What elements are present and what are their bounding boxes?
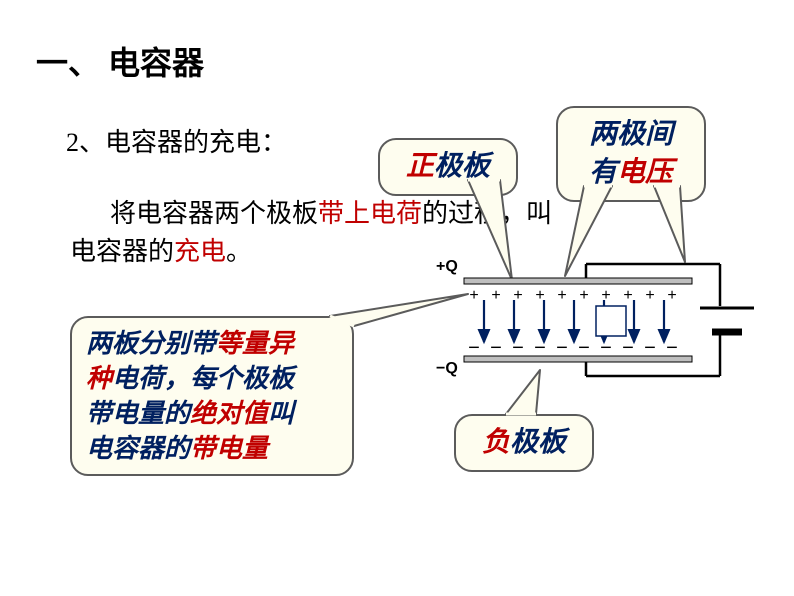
label-minus-q: −Q [436,360,458,378]
bubble-negative-plate: 负极板 [454,414,594,472]
bubble-voltage: 两极间 有电压 [556,106,706,202]
svg-text:+: + [645,287,654,304]
svg-text:+: + [513,287,522,304]
svg-text:+: + [491,287,500,304]
svg-text:+: + [601,287,610,304]
bubble-neg-red: 负 [482,427,510,458]
svg-text:−: − [490,337,502,359]
bq-l4b: 带电量 [190,434,268,463]
svg-text:−: − [622,337,634,359]
svg-text:+: + [667,287,676,304]
svg-text:−: − [644,337,656,359]
body-l1-red: 带上电荷 [318,199,422,228]
bq-l1a: 两板分别带 [86,329,216,358]
bq-l3c: 叫 [268,399,294,428]
svg-text:+: + [623,287,632,304]
body-line-2: 电容器的充电。 [70,232,252,271]
bubble-neg-blue: 极板 [510,427,566,458]
svg-text:+: + [469,287,478,304]
bubble-volt-l1: 两极间 [589,119,673,150]
bubble-pos-blue: 极板 [434,151,490,182]
bubble-pos-red: 正 [406,151,434,182]
bq-l2b: 电荷，每个极板 [112,364,294,393]
svg-text:−: − [666,337,678,359]
label-e-field: E [604,310,617,336]
diagram-svg: + − + − + − + − + − + − + − + − + − + − [0,0,794,596]
bq-l1b: 等量异 [216,329,294,358]
bubble-charge-quantity: 两板分别带等量异 种电荷，每个极板 带电量的绝对值叫 电容器的带电量 [70,316,354,476]
page-title: 一、 电容器 [36,38,204,84]
body-line-1: 将电容器两个极板带上电荷的过程，叫 [110,194,552,233]
svg-text:+: + [557,287,566,304]
body-l2-red: 充电 [174,237,226,266]
svg-text:−: − [578,337,590,359]
bq-l4a: 电容器的 [86,434,190,463]
body-l2-pre: 电容器的 [70,237,174,266]
section-subtitle: 2、电容器的充电： [66,122,287,159]
svg-text:+: + [579,287,588,304]
bq-l3a: 带电量的 [86,399,190,428]
svg-text:−: − [468,337,480,359]
bubble-volt-l2a: 有 [589,157,617,188]
bubble-volt-l2b: 电压 [617,157,673,188]
body-l1-pre: 将电容器两个极板 [110,199,318,228]
svg-text:−: − [600,337,612,359]
svg-text:+: + [535,287,544,304]
bq-l3b: 绝对值 [190,399,268,428]
svg-text:−: − [512,337,524,359]
svg-text:−: − [534,337,546,359]
label-plus-q: +Q [436,258,458,276]
body-l1-post: 的过程，叫 [422,199,552,228]
body-l2-post: 。 [226,237,252,266]
svg-text:−: − [556,337,568,359]
bubble-positive-plate: 正极板 [378,138,518,196]
bq-l2a: 种 [86,364,112,393]
